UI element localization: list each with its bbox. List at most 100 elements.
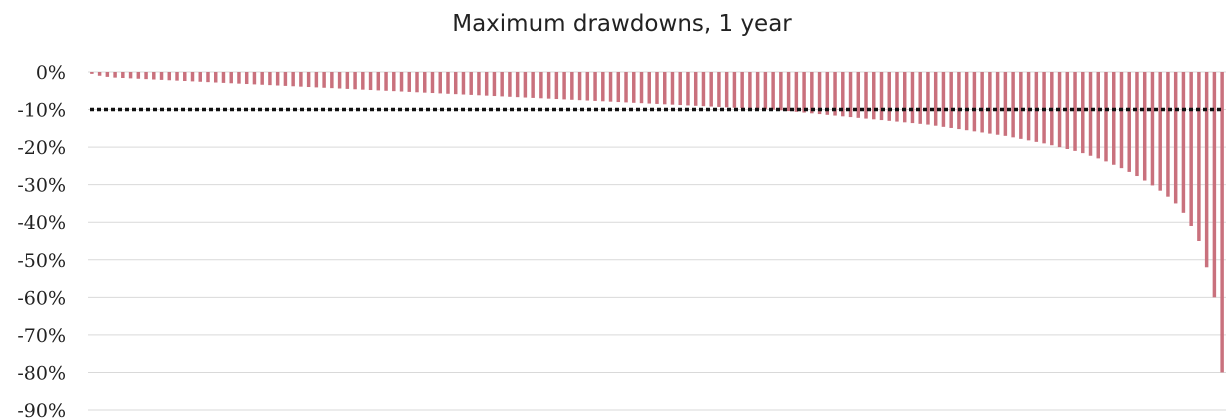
drawdown-bar	[314, 72, 319, 88]
drawdown-bar	[608, 72, 613, 102]
drawdown-bar	[856, 72, 861, 118]
drawdown-bar	[1189, 72, 1193, 226]
drawdown-bar	[802, 72, 806, 113]
drawdown-bar	[988, 72, 992, 134]
drawdown-bar	[1042, 72, 1046, 144]
drawdown-bar	[392, 72, 396, 92]
drawdown-bar	[159, 72, 164, 80]
drawdown-bar	[221, 72, 226, 83]
y-tick-label: -10%	[17, 100, 66, 122]
drawdown-bar	[1026, 72, 1031, 141]
drawdown-bar	[1081, 72, 1085, 154]
drawdown-bar	[1220, 72, 1224, 373]
drawdown-bar	[337, 72, 342, 89]
drawdown-bar	[910, 72, 915, 124]
drawdown-bar	[577, 72, 582, 101]
drawdown-bar	[183, 72, 187, 82]
drawdown-bar	[508, 72, 512, 97]
drawdown-bar	[1104, 72, 1108, 162]
drawdown-bar	[299, 72, 303, 87]
drawdown-bar	[469, 72, 473, 95]
drawdown-bar	[1112, 72, 1116, 165]
drawdown-bar	[701, 72, 706, 107]
drawdown-bar	[872, 72, 876, 120]
drawdown-bar	[438, 72, 442, 94]
drawdown-bar	[1065, 72, 1070, 149]
drawdown-bar	[763, 72, 768, 110]
drawdown-bar	[670, 72, 675, 105]
drawdown-bar	[275, 72, 280, 86]
drawdown-bar	[879, 72, 884, 121]
drawdown-bar	[678, 72, 682, 106]
drawdown-bar	[1019, 72, 1023, 139]
drawdown-bar	[732, 72, 737, 108]
y-tick-label: -90%	[17, 400, 66, 419]
y-axis-tick-labels: 0% -10% -20% -30% -40% -50% -60% -70% -80% -90%	[17, 62, 66, 419]
drawdown-bar	[1166, 72, 1170, 197]
drawdown-bar	[663, 72, 667, 105]
drawdown-bar	[113, 72, 117, 78]
drawdown-bar	[399, 72, 404, 92]
drawdown-bar	[461, 72, 466, 95]
drawdown-bar	[453, 72, 458, 95]
drawdown-bar	[933, 72, 938, 126]
drawdown-bar	[477, 72, 481, 96]
drawdown-bar	[833, 72, 837, 116]
drawdown-bar	[740, 72, 744, 109]
drawdown-bar	[964, 72, 969, 131]
drawdown-bar	[1088, 72, 1093, 156]
drawdown-bar	[632, 72, 636, 103]
drawdown-bar	[1011, 72, 1015, 138]
drawdown-bar	[686, 72, 690, 106]
drawdown-bar	[515, 72, 520, 98]
drawdown-bar	[864, 72, 868, 119]
drawdown-bar	[1135, 72, 1139, 177]
drawdown-bar	[902, 72, 907, 123]
grid-lines	[88, 71, 1226, 411]
drawdown-bar	[361, 72, 365, 90]
drawdown-bar	[771, 72, 775, 110]
drawdown-bar	[446, 72, 450, 94]
y-tick-label: -80%	[17, 362, 66, 384]
drawdown-bar	[926, 72, 930, 125]
drawdown-bar	[1142, 72, 1147, 181]
y-tick-label: -40%	[17, 212, 66, 234]
drawdown-bar	[748, 72, 752, 109]
drawdown-bar	[531, 72, 535, 98]
y-tick-label: -30%	[17, 175, 66, 197]
drawdown-bar	[585, 72, 590, 101]
drawdown-bar	[957, 72, 961, 130]
drawdown-bar	[786, 72, 791, 112]
drawdown-bar	[647, 72, 651, 104]
drawdown-bar	[941, 72, 946, 127]
drawdown-bar	[144, 72, 148, 80]
drawdown-bar	[554, 72, 559, 100]
drawdown-bar	[306, 72, 311, 88]
drawdown-bar	[97, 72, 102, 76]
drawdown-bar	[252, 72, 257, 85]
drawdown-bar	[755, 72, 760, 109]
drawdown-bar	[655, 72, 659, 104]
drawdown-bar	[376, 72, 381, 91]
y-tick-label: -50%	[17, 250, 66, 272]
drawdown-bar	[105, 72, 110, 77]
drawdown-bar	[1150, 72, 1155, 186]
drawdown-bar	[570, 72, 574, 100]
drawdown-bar	[887, 72, 891, 121]
drawdown-bar	[779, 72, 783, 111]
drawdown-bars	[90, 72, 1224, 373]
drawdown-bar	[546, 72, 551, 99]
drawdown-bar	[229, 72, 233, 84]
drawdown-bar	[492, 72, 497, 97]
drawdown-bar	[639, 72, 644, 104]
drawdown-bar	[384, 72, 388, 91]
drawdown-bar	[1158, 72, 1162, 191]
drawdown-bar	[825, 72, 830, 115]
drawdown-bar	[1204, 72, 1209, 268]
drawdown-bar	[415, 72, 419, 93]
drawdown-bar	[244, 72, 249, 85]
drawdown-bar	[693, 72, 698, 106]
drawdown-bar	[213, 72, 218, 83]
drawdown-bar	[322, 72, 326, 88]
